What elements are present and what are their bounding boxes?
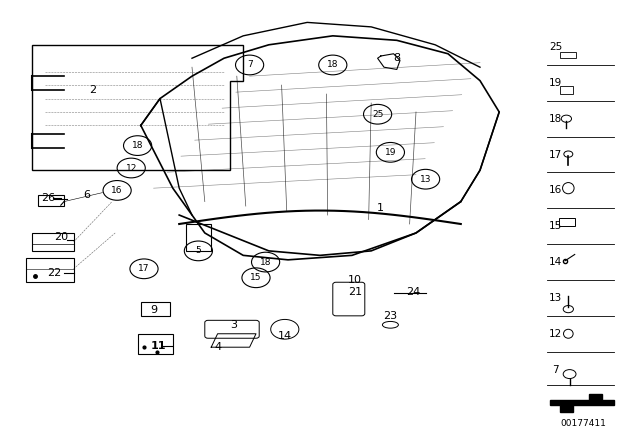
Text: 18: 18 [132,141,143,150]
Text: 6: 6 [83,190,90,200]
Bar [560,52,576,58]
Bar [141,302,170,316]
Text: 15: 15 [549,221,562,231]
Text: 21: 21 [348,287,362,297]
Text: 2: 2 [89,85,97,95]
Bar [559,218,575,226]
Text: 9: 9 [150,305,157,315]
Bar [560,86,573,94]
Text: 18: 18 [260,258,271,267]
Text: 15: 15 [250,273,262,282]
Text: 26: 26 [41,193,55,203]
Text: 22: 22 [47,268,61,278]
Text: 17: 17 [549,150,562,159]
Text: 25: 25 [372,110,383,119]
Text: 14: 14 [278,331,292,341]
Bar [138,334,173,354]
Text: 10: 10 [348,275,362,285]
Text: 00177411: 00177411 [561,419,607,428]
Text: 11: 11 [151,341,166,351]
Text: 5: 5 [196,246,201,255]
Text: 18: 18 [327,60,339,69]
Text: 14: 14 [549,257,562,267]
Text: 7: 7 [247,60,252,69]
Text: 13: 13 [549,293,562,303]
Text: 16: 16 [549,185,562,195]
Polygon shape [550,394,614,412]
Text: 12: 12 [549,329,562,339]
Text: 19: 19 [549,78,562,88]
Text: 1: 1 [378,203,384,213]
Text: 24: 24 [406,287,420,297]
Text: 16: 16 [111,186,123,195]
Bar [26,258,74,282]
Text: 17: 17 [138,264,150,273]
Text: 7: 7 [552,365,559,375]
Text: 18: 18 [549,114,562,124]
Text: 13: 13 [420,175,431,184]
Text: 3: 3 [230,320,237,330]
Text: 12: 12 [125,164,137,172]
Text: 8: 8 [393,53,401,63]
Text: 25: 25 [549,42,562,52]
Text: 19: 19 [385,148,396,157]
Bar [32,233,74,251]
Text: 4: 4 [214,342,221,352]
Text: 20: 20 [54,233,68,242]
Text: 23: 23 [383,311,397,321]
